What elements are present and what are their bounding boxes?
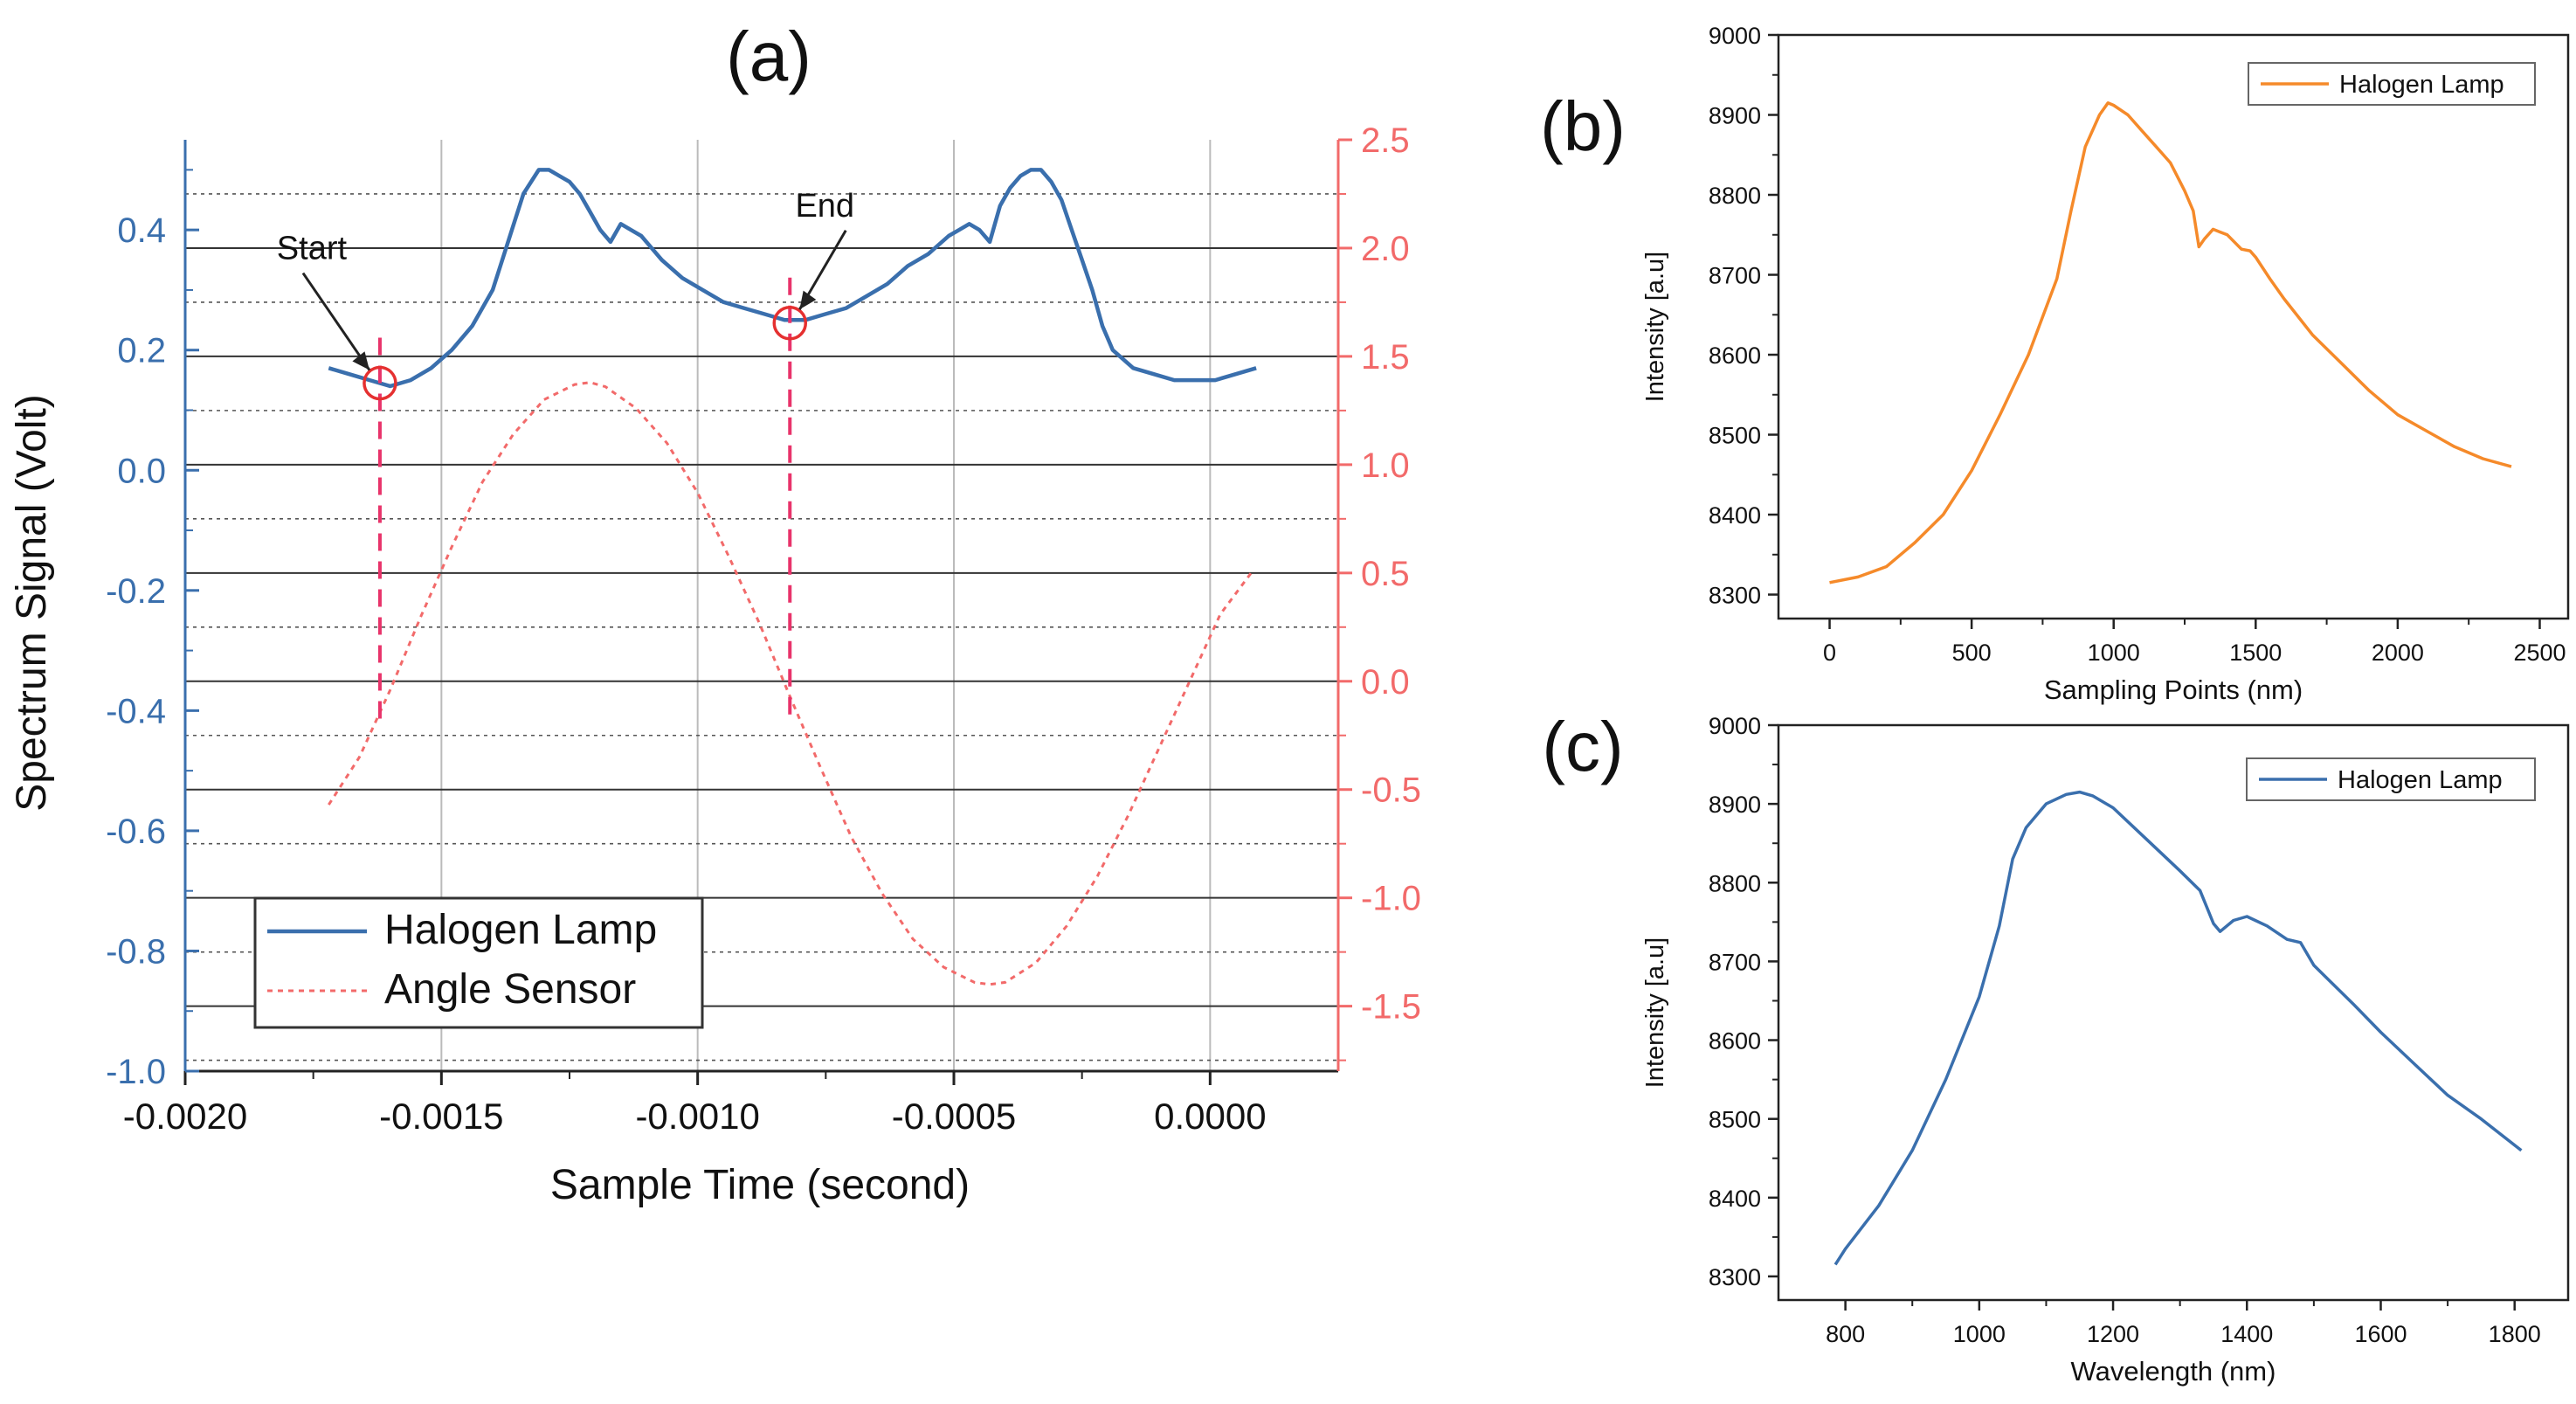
legend-box — [2248, 62, 2536, 106]
y-tick-label-left: 0.2 — [117, 332, 166, 370]
panel-b: (b) 0 500 1000 1500 2000 2500 8300 8400 8500 8600 8… — [1540, 23, 2570, 705]
y-tick-label-right: 1.5 — [1361, 338, 1410, 377]
y-tick-label-right: 0.5 — [1361, 555, 1410, 593]
x-tick-label: 1600 — [2354, 1321, 2407, 1347]
legend-b: Halogen Lamp — [2248, 62, 2536, 106]
y-tick-label-left: -0.2 — [106, 572, 166, 611]
x-tick-label: -0.0010 — [635, 1096, 759, 1137]
y-tick-label: 8500 — [1709, 423, 1761, 449]
y-tick-label-right: -1.0 — [1361, 880, 1421, 918]
y-tick-label-left: -1.0 — [106, 1053, 166, 1091]
series-line-angle-sensor — [328, 381, 1253, 986]
y-tick-label: 8600 — [1709, 342, 1761, 369]
y-tick-label: 9000 — [1709, 23, 1761, 49]
y-tick-label-right: 1.0 — [1361, 446, 1410, 485]
x-tick-label: -0.0005 — [892, 1096, 1016, 1137]
x-tick-label: 1500 — [2229, 640, 2282, 666]
annotation-label: End — [795, 188, 854, 225]
x-tick-label: 0 — [1823, 640, 1836, 666]
y-tick-label: 8300 — [1709, 1264, 1761, 1290]
y-tick-label: 8400 — [1709, 502, 1761, 529]
y-tick-label-right: -0.5 — [1361, 771, 1421, 810]
y-tick-label-left: -0.8 — [106, 932, 166, 971]
panel-label-a: (a) — [726, 17, 811, 95]
y-tick-label: 8300 — [1709, 583, 1761, 609]
x-tick-label: 0.0000 — [1154, 1096, 1266, 1137]
y-tick-label: 8800 — [1709, 870, 1761, 896]
legend-label-angle-sensor: Angle Sensor — [384, 966, 636, 1013]
marker-circle — [772, 306, 808, 341]
x-tick-label: 2000 — [2372, 640, 2424, 666]
x-tick-label: 1000 — [1953, 1321, 2006, 1347]
x-tick-label: 1000 — [2088, 640, 2140, 666]
x-tick-label: 1800 — [2489, 1321, 2541, 1347]
x-tick-label: 1400 — [2220, 1321, 2273, 1347]
y-tick-label: 8500 — [1709, 1107, 1761, 1133]
y-tick-label: 9000 — [1709, 713, 1761, 739]
x-tick-label: 2500 — [2513, 640, 2566, 666]
y-tick-label: 8600 — [1709, 1028, 1761, 1055]
annotation-arrowhead — [352, 351, 369, 370]
plot-frame — [1777, 723, 2570, 1302]
legend-box — [253, 896, 704, 1029]
y-tick-label-left: 0.0 — [117, 452, 166, 490]
x-tick-label: 500 — [1952, 640, 1992, 666]
y-tick-label: 8900 — [1709, 792, 1761, 818]
annotation-arrow — [301, 272, 371, 371]
y-axis-title: Intensity [a.u] — [1641, 937, 1669, 1089]
x-axis-title: Sampling Points (nm) — [2044, 674, 2303, 705]
y-tick-label-left: -0.4 — [106, 692, 166, 730]
series-line-halogen-lamp — [1834, 790, 2523, 1266]
panel-c: (c) 800 1000 1200 1400 1600 1800 8300 8400 8500 86… — [1542, 708, 2570, 1387]
series-line-halogen-lamp — [1829, 101, 2512, 584]
y-axis-title-left: Spectrum Signal (Volt) — [9, 394, 55, 812]
plot-frame — [1777, 33, 2570, 620]
y-tick-label-left: -0.6 — [106, 813, 166, 851]
legend-label-halogen-lamp: Halogen Lamp — [384, 907, 657, 953]
y-tick-label-left: 0.4 — [117, 211, 166, 250]
y-axis-title: Intensity [a.u] — [1641, 252, 1669, 403]
annotation-label: Start — [277, 231, 348, 267]
x-tick-label: 800 — [1826, 1321, 1865, 1347]
y-tick-label: 8700 — [1709, 263, 1761, 289]
panel-label-b: (b) — [1540, 87, 1626, 165]
legend-label-halogen-lamp: Halogen Lamp — [2338, 766, 2503, 794]
x-tick-label: -0.0015 — [379, 1096, 503, 1137]
y-tick-label-right: 0.0 — [1361, 663, 1410, 702]
y-tick-label: 8700 — [1709, 949, 1761, 975]
y-tick-label: 8800 — [1709, 183, 1761, 209]
y-tick-label: 8400 — [1709, 1186, 1761, 1212]
x-tick-label: -0.0020 — [123, 1096, 247, 1137]
x-axis-title: Sample Time (second) — [550, 1162, 970, 1208]
legend-c: Halogen Lamp — [2246, 757, 2536, 801]
panel-label-c: (c) — [1542, 708, 1623, 785]
legend-a: Halogen Lamp Angle Sensor — [253, 896, 704, 1029]
y-tick-label-right: -1.5 — [1361, 988, 1421, 1027]
legend-label-halogen-lamp: Halogen Lamp — [2339, 71, 2504, 99]
marker-circle — [363, 365, 397, 401]
x-tick-label: 1200 — [2087, 1321, 2139, 1347]
series-line-halogen-lamp — [328, 168, 1257, 389]
y-tick-label: 8900 — [1709, 103, 1761, 129]
x-axis-title: Wavelength (nm) — [2071, 1356, 2276, 1387]
y-tick-label-right: 2.5 — [1361, 121, 1410, 160]
annotation-arrowhead — [799, 290, 817, 310]
y-tick-label-right: 2.0 — [1361, 230, 1410, 268]
panel-a: (a) -0.0020 -0.0015 -0.0010 -0.0005 0.0000 0.4… — [9, 17, 1421, 1208]
